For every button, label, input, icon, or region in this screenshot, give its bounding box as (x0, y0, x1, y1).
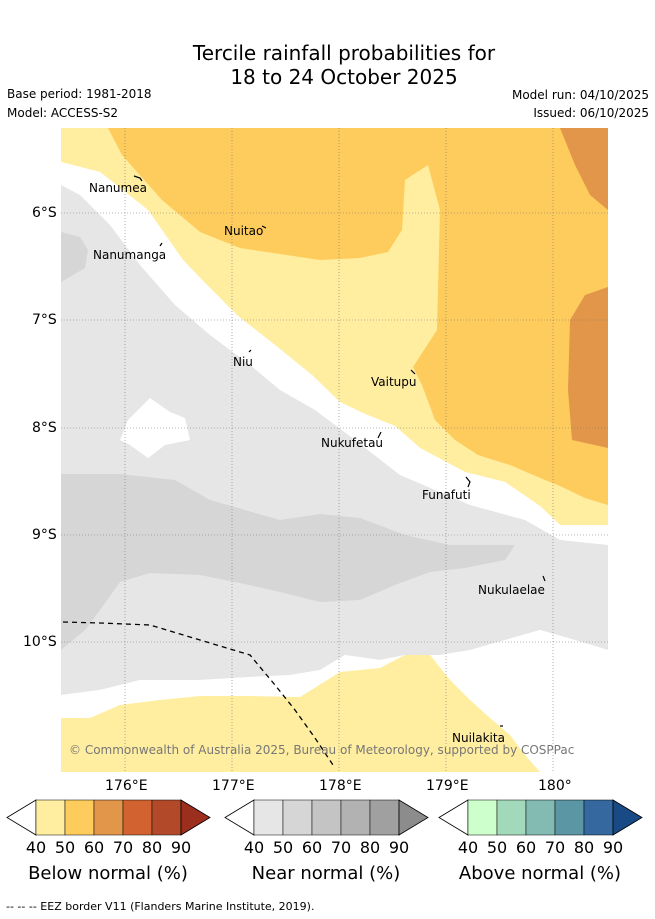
place-nanumanga: Nanumanga (93, 248, 167, 262)
colorbar-segment (93, 799, 124, 836)
place-nuitao: Nuitao (224, 224, 264, 238)
cb-below-tick-90: 90 (170, 838, 192, 857)
eez-border-line (62, 621, 336, 769)
colorbar-segment (340, 799, 371, 836)
lon-tick-178e: 178°E (319, 778, 362, 794)
lon-tick-179e: 179°E (426, 778, 469, 794)
cb-above-tick-70: 70 (544, 838, 566, 857)
map-title-line1: Tercile rainfall probabilities for (192, 41, 496, 65)
colorbar-segment (467, 799, 498, 836)
island-nukulaelae (542, 575, 546, 582)
colorbar-over-triangle (398, 799, 429, 836)
place-vaitupu: Vaitupu (371, 375, 417, 389)
cb-above-tick-60: 60 (515, 838, 537, 857)
lat-tick-6s: 6°S (32, 205, 57, 221)
colorbar-above-label: Above normal (%) (458, 863, 622, 884)
place-niu: Niu (233, 355, 253, 369)
near-normal-50-region-main (61, 474, 515, 650)
map-title-line2: 18 to 24 October 2025 (230, 65, 458, 89)
place-nuilakita: Nuilakita (452, 731, 505, 745)
near-normal-50-region-west (61, 232, 88, 282)
lat-tick-7s: 7°S (32, 312, 57, 328)
cb-below-tick-40: 40 (25, 838, 47, 857)
colorbar-over-triangle (180, 799, 211, 836)
copyright-text: © Commonwealth of Australia 2025, Bureau… (69, 743, 575, 757)
lat-tick-8s: 8°S (32, 420, 57, 436)
cb-near-tick-90: 90 (388, 838, 410, 857)
colorbar-segment (311, 799, 342, 836)
island-vaitupu (410, 369, 416, 375)
cb-below-tick-60: 60 (83, 838, 105, 857)
white-gap-band (61, 162, 608, 545)
eez-footnote: -- -- -- EEZ border V11 (Flanders Marine… (6, 900, 315, 913)
cb-above-tick-50: 50 (486, 838, 508, 857)
colorbar-segment (583, 799, 614, 836)
island-niu (248, 349, 252, 353)
colorbar-segment (253, 799, 284, 836)
cb-below-tick-80: 80 (141, 838, 163, 857)
colorbar-segment (151, 799, 182, 836)
island-nuitao (261, 225, 267, 229)
colorbar-over-triangle (612, 799, 643, 836)
cb-near-tick-50: 50 (272, 838, 294, 857)
below-normal-50-region (108, 128, 608, 505)
below-normal-60-region-ne (560, 128, 608, 210)
lat-tick-9s: 9°S (32, 527, 57, 543)
grid-lines (61, 128, 608, 772)
place-funafuti: Funafuti (422, 488, 471, 502)
below-normal-60-region-e (568, 287, 608, 448)
colorbar-below-label: Below normal (%) (28, 863, 188, 884)
lat-tick-10s: 10°S (23, 634, 57, 650)
colorbar-near-label: Near normal (%) (251, 863, 401, 884)
place-nukulaelae: Nukulaelae (478, 583, 545, 597)
cb-above-tick-80: 80 (573, 838, 595, 857)
cb-near-tick-60: 60 (301, 838, 323, 857)
cb-above-tick-40: 40 (457, 838, 479, 857)
lon-tick-176e: 176°E (105, 778, 148, 794)
colorbar-segment (554, 799, 585, 836)
below-normal-south-region (61, 655, 540, 772)
island-nanumanga (159, 242, 163, 247)
colorbar-segment (122, 799, 153, 836)
colorbar-under-triangle (6, 799, 37, 836)
colorbar-segment (369, 799, 400, 836)
issued-text: Issued: 06/10/2025 (533, 106, 649, 120)
colorbar-below-normal (6, 799, 211, 836)
cb-near-tick-40: 40 (243, 838, 265, 857)
colorbar-under-triangle (438, 799, 469, 836)
lon-tick-180: 180° (538, 778, 572, 794)
cb-near-tick-80: 80 (359, 838, 381, 857)
cb-below-tick-70: 70 (112, 838, 134, 857)
colorbar-segment (35, 799, 66, 836)
colorbar-near-normal (224, 799, 429, 836)
colorbar-under-triangle (224, 799, 255, 836)
cb-below-tick-50: 50 (54, 838, 76, 857)
model-text: Model: ACCESS-S2 (7, 106, 119, 120)
cb-above-tick-90: 90 (602, 838, 624, 857)
colorbar-segment (496, 799, 527, 836)
place-nanumea: Nanumea (89, 181, 147, 195)
cb-near-tick-70: 70 (330, 838, 352, 857)
model-run-text: Model run: 04/10/2025 (511, 88, 649, 102)
base-period-text: Base period: 1981-2018 (7, 87, 152, 101)
colorbar-above-normal (438, 799, 643, 836)
colorbar-segment (64, 799, 95, 836)
island-nukufetau (377, 431, 382, 439)
colorbars (6, 799, 643, 836)
island-funafuti (465, 476, 471, 488)
lon-tick-177e: 177°E (212, 778, 255, 794)
colorbar-segment (525, 799, 556, 836)
colorbar-segment (282, 799, 313, 836)
place-nukufetau: Nukufetau (321, 436, 384, 450)
island-nanumea (133, 175, 143, 182)
